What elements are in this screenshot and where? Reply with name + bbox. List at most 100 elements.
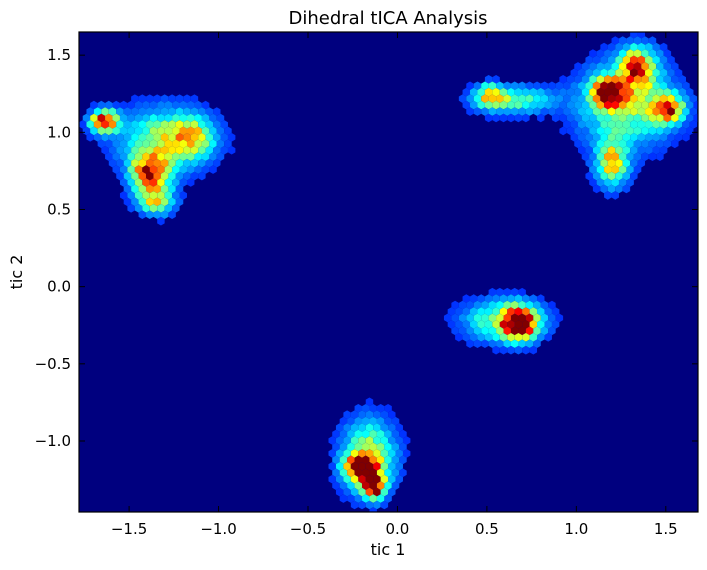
hexbin-cell: [354, 416, 363, 426]
hexbin-cell: [146, 94, 154, 103]
hexbin-cell: [488, 81, 497, 91]
hexbin-cell: [205, 158, 214, 168]
hexbin-cell: [376, 494, 385, 503]
hexbin-cell: [574, 139, 582, 149]
hexbin-cell: [138, 145, 147, 155]
hexbin-cell: [153, 197, 161, 207]
hexbin-cell: [656, 62, 664, 71]
hexbin-cell: [622, 55, 631, 65]
hexbin-cell: [611, 139, 619, 149]
hexbin-cell: [529, 87, 538, 97]
hexbin-cell: [607, 94, 616, 103]
hexbin-cell: [626, 139, 634, 149]
hexbin-cell: [652, 81, 660, 91]
hexbin-cell: [633, 87, 642, 97]
hexbin-cell: [146, 184, 154, 194]
hexbin-cell: [153, 145, 161, 155]
hexbin-cell: [164, 100, 173, 110]
x-tick-label: 0.0: [386, 520, 410, 538]
hexbin-cell: [131, 197, 139, 207]
hexbin-cell: [470, 294, 478, 303]
hexbin-cell: [503, 339, 511, 349]
hexbin-cell: [682, 133, 690, 142]
hexbin-cell: [555, 313, 564, 323]
hexbin-cell: [112, 152, 120, 161]
hexbin-cell: [328, 474, 336, 484]
hexbin-cell: [563, 120, 571, 129]
hexbin-cell: [149, 139, 158, 149]
hexbin-cell: [462, 320, 471, 329]
hexbin-cell: [339, 416, 348, 426]
hexbin-cell: [510, 300, 519, 310]
hexbin-cell: [160, 184, 169, 194]
hexbin-cell: [592, 158, 601, 168]
hexbin-cell: [481, 300, 489, 310]
hexbin-cell: [138, 120, 147, 129]
hexbin-cell: [347, 494, 355, 503]
hexbin-cell: [101, 120, 109, 129]
hexbin-cell: [589, 126, 597, 136]
x-tick-label: 1.5: [654, 520, 678, 538]
hexbin-cell: [522, 320, 530, 329]
hexbin-cell: [473, 300, 482, 310]
hexbin-cell: [97, 139, 106, 149]
hexbin-cell: [607, 158, 616, 168]
hexbin-cell: [216, 139, 225, 149]
hexbin-cell: [153, 210, 161, 220]
hexbin-cell: [589, 152, 597, 161]
hexbin-cell: [626, 75, 634, 84]
hexbin-cell: [488, 94, 497, 103]
hexbin-cell: [548, 94, 556, 103]
hexbin-cell: [615, 107, 623, 116]
hexbin-cell: [499, 294, 508, 303]
hexbin-cell: [328, 449, 336, 458]
hexbin-cell: [332, 468, 340, 478]
hexbin-cell: [645, 68, 653, 78]
hexbin-cell: [172, 113, 180, 123]
hexbin-cell: [686, 113, 694, 123]
hexbin-cell: [656, 113, 664, 123]
hexbin-cell: [119, 139, 128, 149]
hexbin-cell: [470, 307, 478, 316]
hexbin-cell: [134, 152, 143, 161]
hexbin-cell: [641, 36, 649, 45]
hexbin-cell: [663, 100, 672, 110]
hexbin-cell: [566, 126, 575, 136]
hexbin-cell: [82, 126, 91, 136]
hexbin-cell: [492, 294, 500, 303]
hexbin-cell: [585, 55, 593, 65]
hexbin-cell: [641, 152, 649, 161]
hexbin-cell: [611, 49, 619, 58]
hexbin-cell: [522, 294, 530, 303]
hexbin-cell: [131, 107, 139, 116]
hexbin-cell: [596, 165, 605, 174]
hexbin-cell: [198, 120, 206, 129]
hexbin-cell: [335, 462, 344, 471]
hexbin-cell: [589, 139, 597, 149]
hexbin-cell: [615, 55, 623, 65]
hexbin-cell: [466, 107, 474, 116]
hexbin-cell: [451, 313, 459, 323]
hexbin-cell: [503, 94, 511, 103]
hexbin-cell: [600, 55, 608, 65]
hexbin-cell: [149, 178, 158, 187]
hexbin-cell: [358, 436, 366, 445]
hexbin-cell: [380, 462, 389, 471]
hexbin-cell: [362, 442, 370, 452]
hexbin-cell: [105, 139, 113, 149]
hexbin-cell: [529, 333, 538, 342]
hexbin-cell: [105, 126, 113, 136]
hexbin-cell: [607, 81, 616, 91]
hexbin-cell: [190, 171, 199, 181]
hexbin-cell: [153, 120, 161, 129]
hexbin-cell: [108, 158, 117, 168]
hexbin-cell: [566, 100, 575, 110]
hexbin-cell: [168, 210, 176, 220]
hexbin-cell: [615, 81, 623, 91]
hexbin-cell: [551, 307, 560, 316]
x-tick-label: 0.5: [475, 520, 499, 538]
hexbin-cell: [637, 81, 646, 91]
hexbin-cell: [615, 145, 623, 155]
hexbin-cell: [659, 68, 668, 78]
hexbin-cell: [164, 165, 173, 174]
